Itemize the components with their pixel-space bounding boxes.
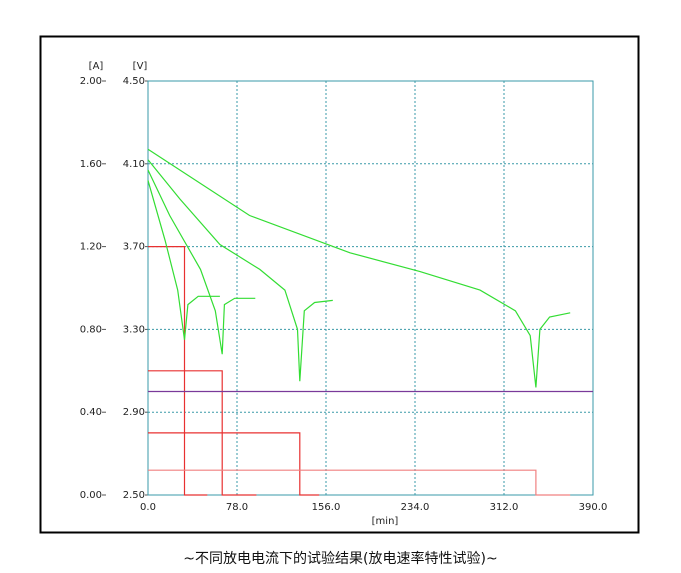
y-tick-label: 2.00 (80, 76, 102, 87)
series-line (147, 169, 256, 355)
y2-tick-label: 2.90 (123, 407, 145, 418)
series-line (147, 180, 220, 340)
y2-tick-label: 4.10 (123, 159, 145, 170)
plot-border (147, 80, 594, 496)
x-axis-label: [min] (372, 516, 399, 527)
y-tick-label: 1.60 (80, 159, 102, 170)
x-tick-label: 0.0 (140, 502, 156, 513)
x-tick-label: 234.0 (401, 502, 430, 513)
y2-axis-label: [V] (133, 61, 148, 72)
y-tick-label: 0.00 (80, 490, 102, 501)
y-tick-label: 0.40 (80, 407, 102, 418)
y2-tick-label: 3.70 (123, 242, 145, 253)
x-tick-label: 312.0 (490, 502, 519, 513)
caption: ~不同放电电流下的试验结果(放电速率特性试验)~ (183, 551, 498, 567)
x-tick-label: 78.0 (226, 502, 248, 513)
y-axis-label: [A] (89, 61, 104, 72)
series-line (148, 432, 320, 496)
y2-tick-label: 3.30 (123, 324, 145, 335)
frame (39, 35, 640, 534)
y-tick-label: 0.80 (80, 324, 102, 335)
series-line (147, 148, 571, 388)
series-line (148, 469, 571, 496)
series-line (147, 159, 333, 382)
y-tick-label: 1.20 (80, 242, 102, 253)
y2-tick-label: 4.50 (123, 76, 145, 87)
x-tick-label: 390.0 (579, 502, 608, 513)
x-tick-label: 156.0 (312, 502, 341, 513)
chart: [A] [V] [min] 2.50 2.90 3.30 3.70 4.10 4.50 0.… (39, 35, 640, 534)
y2-tick-label: 2.50 (123, 490, 145, 501)
